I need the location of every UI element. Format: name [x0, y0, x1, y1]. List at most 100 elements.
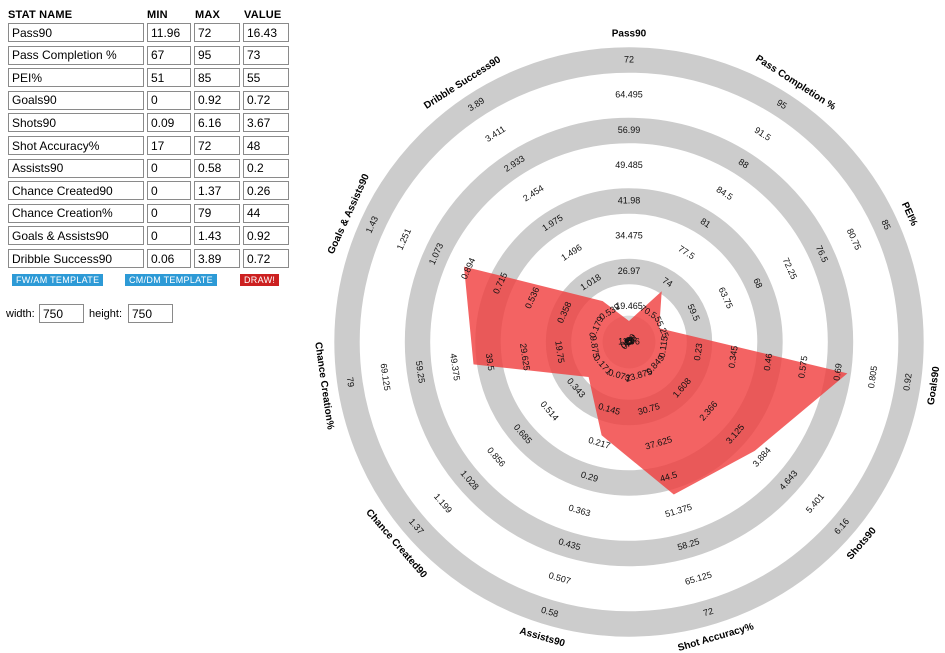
- tick-label: 49.485: [615, 160, 643, 170]
- max-input[interactable]: [194, 226, 240, 246]
- header-stat-name: STAT NAME: [8, 9, 73, 21]
- stat-form: STAT NAME MIN MAX VALUE FW/AM TEMPLATE C…: [0, 0, 300, 330]
- axis-label: Pass90: [612, 29, 647, 40]
- tick-label: 41.98: [618, 195, 641, 205]
- stat-name-input[interactable]: [8, 23, 144, 42]
- value-input[interactable]: [243, 45, 289, 65]
- max-input[interactable]: [194, 90, 240, 110]
- tick-label: 1.496: [559, 242, 583, 263]
- tick-label: 0.345: [727, 345, 740, 369]
- max-input[interactable]: [194, 113, 240, 133]
- cm-dm-template-button[interactable]: CM/DM TEMPLATE: [125, 274, 217, 286]
- width-label: width:: [6, 308, 35, 320]
- tick-label: 17: [623, 335, 635, 347]
- tick-label: 0.514: [538, 399, 560, 423]
- tick-label: 9.875: [588, 335, 601, 359]
- tick-label: 79: [345, 376, 356, 387]
- value-input[interactable]: [243, 181, 289, 201]
- value-input[interactable]: [243, 158, 289, 178]
- tick-label: 72: [624, 54, 634, 64]
- tick-label: 0: [623, 339, 634, 345]
- tick-label: 26.97: [618, 266, 641, 276]
- axis-label: Goals90: [926, 365, 942, 406]
- max-input[interactable]: [194, 249, 240, 268]
- stat-name-input[interactable]: [8, 136, 144, 155]
- stat-name-input[interactable]: [8, 113, 144, 133]
- tick-label: 0: [624, 339, 635, 345]
- tick-label: 59.25: [414, 360, 427, 384]
- tick-label: 72: [702, 606, 714, 618]
- value-input[interactable]: [243, 249, 289, 268]
- tick-label: 0.856: [485, 445, 507, 469]
- width-input[interactable]: [39, 304, 84, 323]
- min-input[interactable]: [147, 90, 191, 110]
- tick-label: 3.411: [483, 124, 507, 144]
- min-input[interactable]: [147, 136, 191, 155]
- tick-label: 69.125: [379, 363, 393, 392]
- tick-label: 29.625: [518, 343, 532, 372]
- fw-am-template-button[interactable]: FW/AM TEMPLATE: [12, 274, 104, 286]
- max-input[interactable]: [194, 181, 240, 201]
- grid-ring: [404, 117, 854, 567]
- stat-name-input[interactable]: [8, 226, 144, 246]
- value-input[interactable]: [243, 23, 289, 42]
- min-input[interactable]: [147, 249, 191, 268]
- value-input[interactable]: [243, 113, 289, 133]
- value-input[interactable]: [243, 136, 289, 155]
- tick-label: 0.805: [866, 365, 879, 389]
- stat-name-input[interactable]: [8, 203, 144, 223]
- stat-name-input[interactable]: [8, 45, 144, 65]
- min-input[interactable]: [147, 68, 191, 88]
- axis-label: Assists90: [518, 626, 566, 650]
- header-value: VALUE: [244, 9, 282, 21]
- min-input[interactable]: [147, 113, 191, 133]
- tick-label: 95: [775, 97, 789, 111]
- value-input[interactable]: [243, 90, 289, 110]
- tick-label: 1.199: [432, 491, 454, 515]
- min-input[interactable]: [147, 23, 191, 42]
- axis-label: PEI%: [899, 200, 919, 227]
- max-input[interactable]: [194, 45, 240, 65]
- tick-label: 2.454: [521, 183, 545, 204]
- value-input[interactable]: [243, 226, 289, 246]
- min-input[interactable]: [147, 226, 191, 246]
- max-input[interactable]: [194, 68, 240, 88]
- tick-label: 5.401: [804, 491, 826, 515]
- tick-label: 67: [622, 335, 636, 349]
- min-input[interactable]: [147, 158, 191, 178]
- draw-button[interactable]: DRAW!: [240, 274, 280, 286]
- tick-label: 1.251: [395, 227, 413, 252]
- stat-name-input[interactable]: [8, 158, 144, 178]
- tick-label: 0.69: [831, 363, 843, 382]
- tick-label: 81: [699, 216, 713, 230]
- radar-chart: 11.96 19.465 26.97 34.475 41.98 49.485 56.99 64…: [312, 29, 942, 653]
- header-min: MIN: [147, 9, 168, 21]
- tick-label: 39.5: [484, 353, 496, 372]
- tick-label: 0.58: [540, 605, 560, 620]
- tick-label: 0.575: [796, 355, 809, 379]
- min-input[interactable]: [147, 45, 191, 65]
- height-input[interactable]: [128, 304, 173, 323]
- stat-name-input[interactable]: [8, 68, 144, 88]
- tick-label: 34.475: [615, 231, 643, 241]
- tick-label: 63.75: [717, 286, 735, 311]
- tick-label: 0.507: [547, 570, 571, 586]
- min-input[interactable]: [147, 203, 191, 223]
- tick-label: 19.465: [615, 301, 643, 311]
- value-input[interactable]: [243, 203, 289, 223]
- tick-label: 88: [737, 157, 751, 171]
- max-input[interactable]: [194, 23, 240, 42]
- min-input[interactable]: [147, 181, 191, 201]
- tick-label: 65.125: [684, 570, 713, 587]
- stat-name-input[interactable]: [8, 249, 144, 268]
- max-input[interactable]: [194, 158, 240, 178]
- tick-label: 51: [623, 335, 636, 348]
- tick-label: 77.5: [676, 244, 696, 262]
- max-input[interactable]: [194, 136, 240, 155]
- stat-name-input[interactable]: [8, 181, 144, 201]
- tick-label: 0.92: [901, 373, 913, 392]
- value-input[interactable]: [243, 68, 289, 88]
- tick-label: 0.29: [580, 469, 600, 484]
- max-input[interactable]: [194, 203, 240, 223]
- stat-name-input[interactable]: [8, 90, 144, 110]
